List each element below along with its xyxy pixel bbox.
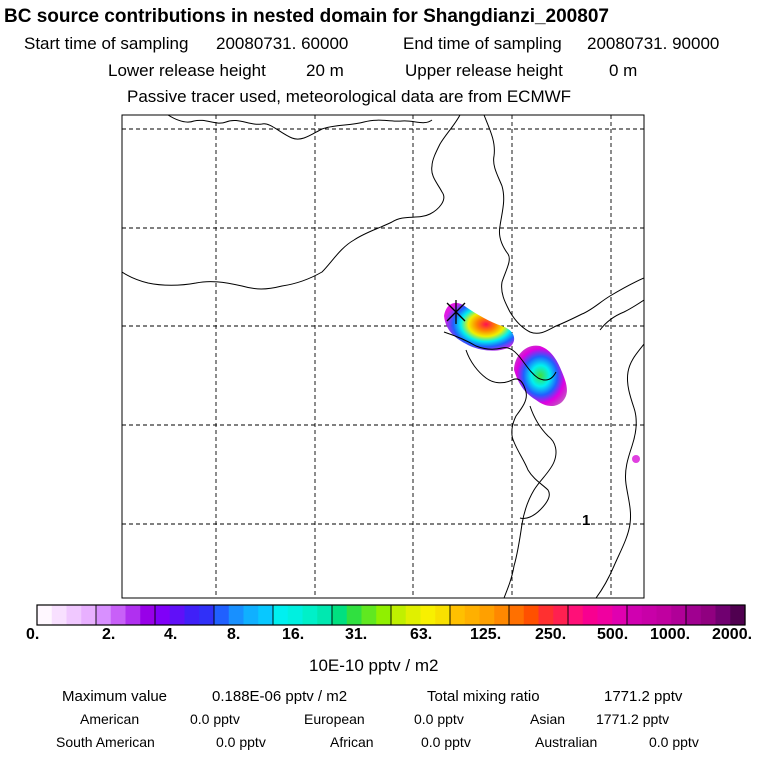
legend-color-cell [228,605,245,625]
region-value: 0.0 pptv [414,711,464,727]
map-frame [121,114,645,599]
legend-color-cell [420,605,436,625]
legend-color-cell [317,605,333,625]
legend-color-cell [450,605,466,625]
legend-tick-label: 2. [102,626,116,643]
region-value: 0.0 pptv [421,734,471,750]
max-value: 0.188E-06 pptv / m2 [212,688,348,705]
region-value: 0.0 pptv [216,734,266,750]
region-name: South American [56,734,155,750]
legend-color-cell [199,605,215,625]
legend-tick-label: 31. [345,626,368,643]
legend-color-cell [597,605,613,625]
legend-color-cell [612,605,628,625]
legend-color-cell [155,605,171,625]
legend-tick-label: 16. [282,626,305,643]
legend-tick-label: 0. [26,626,40,643]
legend-color-cell [273,605,289,625]
legend-color-cell [332,605,348,625]
legend-color-cell [582,605,599,625]
legend-color-cell [81,605,97,625]
legend-tick-label: 500. [597,626,629,643]
upper-release-value: 0 m [609,61,638,80]
legend-tick-label: 8. [227,626,241,643]
lower-release-value: 20 m [306,61,344,80]
legend-color-cell [509,605,525,625]
legend-color-cell [96,605,112,625]
legend-frame [36,604,746,626]
legend-color-cell [214,605,230,625]
region-value: 1771.2 pptv [596,711,670,727]
legend-color-cell [287,605,304,625]
region-name: European [304,711,365,727]
legend-color-cell [169,605,186,625]
legend-color-cell [376,605,392,625]
legend-color-cell [494,605,510,625]
legend-color-cell [184,605,200,625]
map-title: BC source contributions in nested domain… [4,6,609,27]
legend-color-cell [302,605,318,625]
total-mixing-value: 1771.2 pptv [604,688,683,705]
legend-color-cell [641,605,658,625]
legend-color-cell [51,605,68,625]
map-content: 1 [122,115,644,598]
legend-tick-label: 125. [470,626,502,643]
legend-color-cell [627,605,643,625]
legend-color-cell [391,605,407,625]
legend-color-cell [243,605,259,625]
region-name: African [330,734,374,750]
legend-color-cell [110,605,127,625]
start-time-value: 20080731. 60000 [216,34,349,53]
legend-color-cell [671,605,687,625]
legend-cells [37,605,746,625]
lower-release-label: Lower release height [108,61,266,80]
legend-color-cell [361,605,377,625]
region-name: Asian [530,711,566,727]
legend-color-cell [405,605,422,625]
region-name: American [80,711,140,727]
legend-tick-label: 2000. [712,626,753,643]
legend-color-cell [258,605,274,625]
legend-color-cell [538,605,554,625]
legend-color-cell [656,605,672,625]
legend-color-cell [523,605,540,625]
legend-color-cell [66,605,82,625]
max-value-label: Maximum value [62,688,168,705]
release-point-label: 1 [582,512,590,529]
legend-tick-label: 4. [164,626,178,643]
legend-color-cell [730,605,746,625]
legend-color-cell [435,605,451,625]
legend-color-cell [140,605,156,625]
end-time-label: End time of sampling [403,34,562,53]
legend-color-cell [686,605,702,625]
start-time-label: Start time of sampling [24,34,189,53]
legend-color-cell [568,605,584,625]
legend-color-cell [125,605,141,625]
legend-tick-label: 1000. [650,626,691,643]
end-time-value: 20080731. 90000 [587,34,720,53]
legend-color-cell [464,605,481,625]
legend-color-cell [715,605,731,625]
legend-color-cell [700,605,717,625]
borders [122,115,644,598]
upper-release-label: Upper release height [405,61,563,80]
receptor-marker [446,300,466,324]
legend-color-cell [479,605,495,625]
legend-tick-label: 63. [410,626,433,643]
region-value: 0.0 pptv [649,734,699,750]
region-name: Australian [535,734,598,750]
legend-color-cell [553,605,569,625]
plume-edge-spot [632,455,640,463]
legend-tick-label: 250. [535,626,567,643]
plume-tianjin [514,345,567,407]
legend-unit: 10E-10 pptv / m2 [309,656,439,675]
legend-color-cell [37,605,53,625]
total-mixing-label: Total mixing ratio [427,688,540,705]
legend-color-cell [346,605,363,625]
data-source-note: Passive tracer used, meteorological data… [127,87,572,106]
graticule [122,115,644,598]
region-value: 0.0 pptv [190,711,240,727]
